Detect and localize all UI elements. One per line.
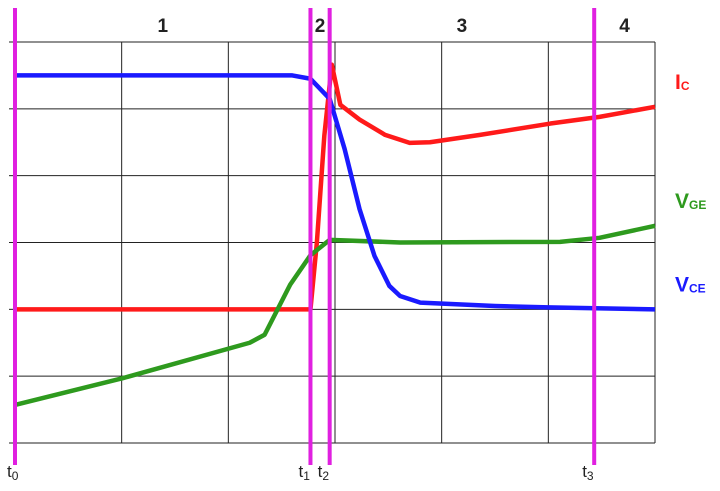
region-label: 2: [315, 16, 326, 37]
series-line: [15, 62, 656, 312]
region-label: 1: [157, 16, 168, 37]
region-label: 4: [619, 16, 630, 37]
time-label: t2: [318, 462, 330, 483]
time-label: t0: [7, 462, 19, 483]
time-label: t3: [582, 462, 594, 483]
region-label: 3: [457, 16, 468, 37]
legend-label: IC: [675, 70, 690, 93]
legend-label: VGE: [675, 189, 706, 212]
time-label: t1: [298, 462, 310, 483]
legend-label: VCE: [675, 273, 706, 296]
